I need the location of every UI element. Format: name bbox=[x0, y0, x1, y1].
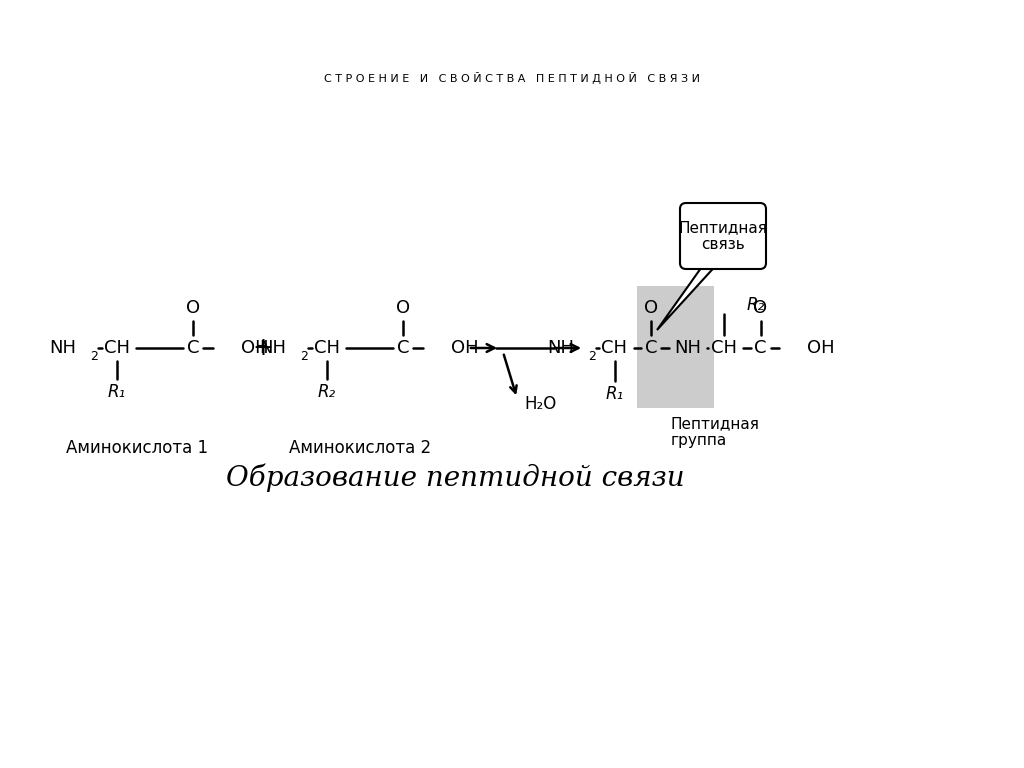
Text: NH: NH bbox=[547, 339, 574, 357]
Text: NH: NH bbox=[674, 339, 701, 357]
Text: OH: OH bbox=[807, 339, 835, 357]
Text: CH: CH bbox=[711, 339, 737, 357]
Text: OH: OH bbox=[241, 339, 268, 357]
Text: R₂: R₂ bbox=[746, 296, 765, 314]
Text: C: C bbox=[755, 339, 767, 357]
Text: Пептидная
группа: Пептидная группа bbox=[671, 416, 759, 449]
Text: NH: NH bbox=[259, 339, 286, 357]
FancyBboxPatch shape bbox=[680, 203, 766, 269]
Text: 2: 2 bbox=[300, 350, 308, 363]
Text: R₁: R₁ bbox=[108, 383, 126, 401]
Text: NH: NH bbox=[49, 339, 76, 357]
Text: CH: CH bbox=[601, 339, 628, 357]
Text: 2: 2 bbox=[90, 350, 98, 363]
Text: Аминокислота 2: Аминокислота 2 bbox=[289, 439, 431, 457]
Polygon shape bbox=[657, 261, 720, 330]
Text: Аминокислота 1: Аминокислота 1 bbox=[66, 439, 208, 457]
Text: R₁: R₁ bbox=[605, 385, 624, 403]
Text: O: O bbox=[644, 299, 658, 317]
Text: Образование пептидной связи: Образование пептидной связи bbox=[225, 464, 684, 492]
Text: CH: CH bbox=[104, 339, 130, 357]
Text: OH: OH bbox=[451, 339, 478, 357]
Text: R₂: R₂ bbox=[317, 383, 336, 401]
Text: С Т Р О Е Н И Е   И   С В О Й С Т В А   П Е П Т И Д Н О Й   С В Я З И: С Т Р О Е Н И Е И С В О Й С Т В А П Е П … bbox=[324, 72, 700, 84]
Text: O: O bbox=[186, 299, 200, 317]
Text: Пептидная
связь: Пептидная связь bbox=[679, 220, 767, 252]
Text: C: C bbox=[396, 339, 410, 357]
Text: C: C bbox=[186, 339, 200, 357]
Text: H₂O: H₂O bbox=[525, 395, 557, 413]
Text: 2: 2 bbox=[588, 350, 596, 363]
Bar bbox=[637, 286, 714, 408]
Text: O: O bbox=[754, 299, 768, 317]
Text: CH: CH bbox=[314, 339, 340, 357]
Text: C: C bbox=[645, 339, 657, 357]
Text: +: + bbox=[253, 336, 273, 360]
Text: O: O bbox=[396, 299, 410, 317]
